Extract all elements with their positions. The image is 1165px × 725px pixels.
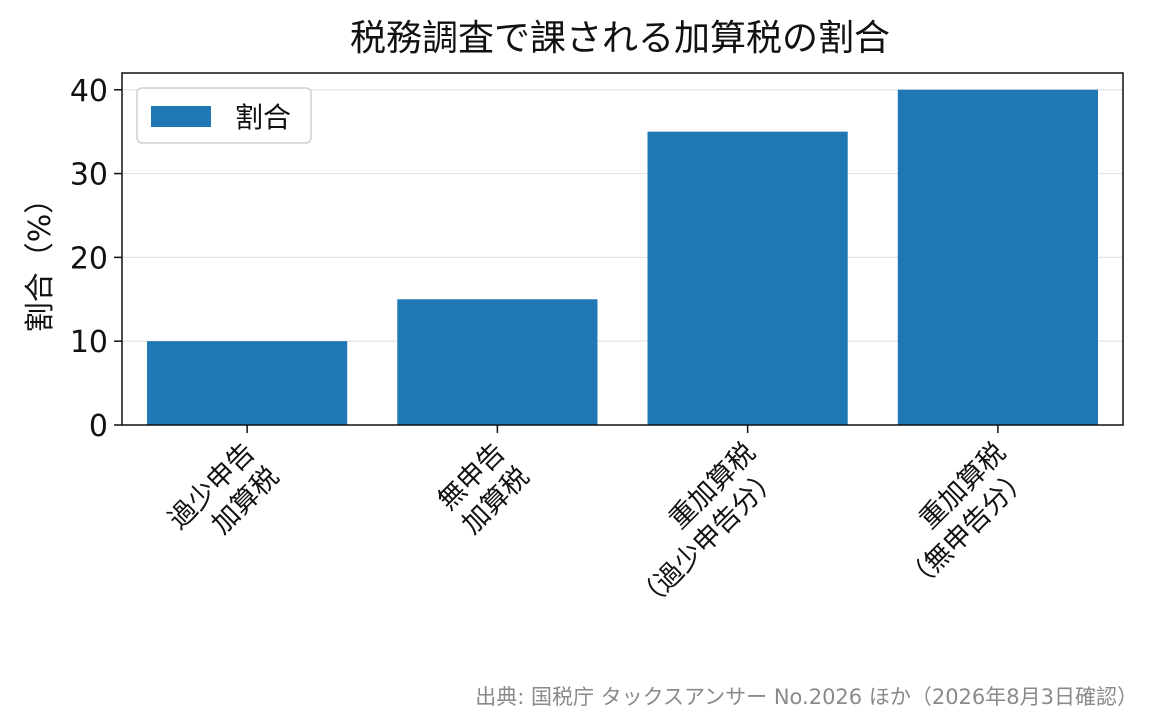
- bar: [147, 341, 348, 425]
- plot-frame: [121, 72, 1124, 426]
- source-note: 出典: 国税庁 タックスアンサー No.2026 ほか（2026年8月3日確認）: [475, 685, 1138, 709]
- bar: [897, 89, 1098, 425]
- y-tick-label: 20: [70, 241, 108, 276]
- y-axis-label: 割合（%）: [23, 184, 58, 333]
- bar: [397, 299, 598, 425]
- y-tick-label: 10: [70, 325, 108, 360]
- bar: [647, 131, 848, 425]
- x-tick-label: 過少申告加算税: [163, 437, 285, 559]
- chart-title: 税務調査で課される加算税の割合: [350, 18, 890, 59]
- y-tick-label: 0: [89, 409, 108, 444]
- x-tick-label: 重加算税（無申告分）: [875, 437, 1036, 598]
- plot-area: 0 10 20 30 40 過少申告加算税 無申告加算税 重加算税（過少申告分） 重加算税（無申…: [70, 72, 1124, 617]
- legend-swatch: [151, 106, 211, 127]
- y-tick-label: 30: [70, 158, 108, 193]
- legend-box: [136, 87, 312, 144]
- legend-label: 割合: [235, 101, 291, 134]
- x-tick-label: 重加算税（過少申告分）: [606, 437, 786, 617]
- x-tick-label: 無申告加算税: [432, 437, 535, 540]
- y-tick-label: 40: [70, 74, 108, 109]
